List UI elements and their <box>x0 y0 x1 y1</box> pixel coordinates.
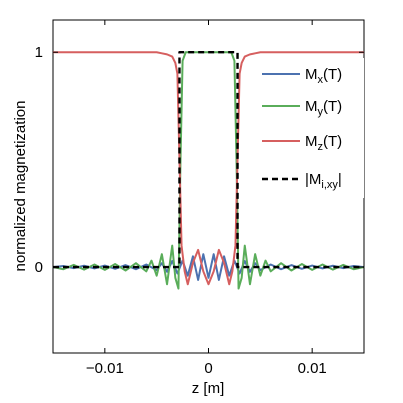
tick-layer: −0.01 0 0.01 0 1 <box>35 20 364 377</box>
y-axis-label: normalized magnetization <box>12 101 29 272</box>
legend: Mx(T) My(T) Mz(T) |Mi,xy| <box>256 58 364 198</box>
legend-background <box>256 58 364 198</box>
x-tick-label-0: −0.01 <box>86 360 124 377</box>
series-layer <box>52 51 365 290</box>
y-tick-label-0: 0 <box>35 259 43 276</box>
legend-label-3: |Mi,xy| <box>305 171 342 191</box>
x-tick-label-2: 0.01 <box>298 360 327 377</box>
x-axis-label: z [m] <box>192 380 225 397</box>
series-line-3 <box>53 51 364 269</box>
series-line-2 <box>53 51 364 286</box>
legend-label-2: Mz(T) <box>305 133 342 153</box>
legend-label-0: Mx(T) <box>305 66 342 86</box>
x-tick-label-1: 0 <box>204 360 212 377</box>
legend-label-1: My(T) <box>305 98 342 118</box>
y-tick-label-1: 1 <box>35 44 43 61</box>
